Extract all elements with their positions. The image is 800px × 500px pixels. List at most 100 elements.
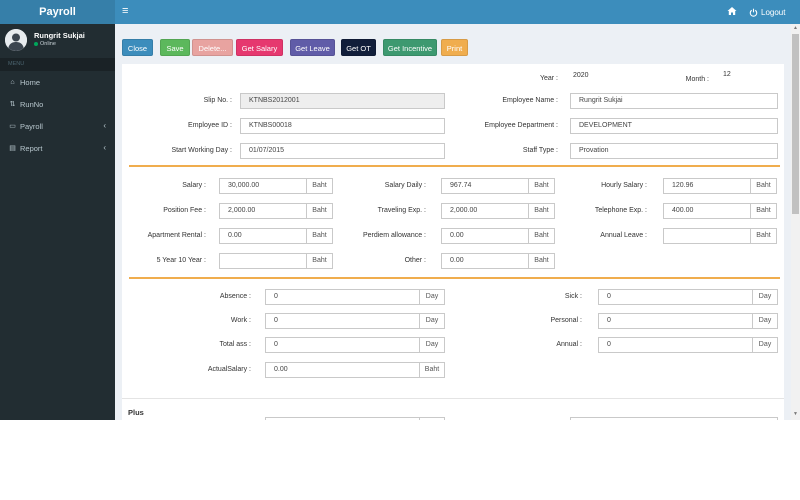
slip-no-field[interactable]: KTNBS2012001 [240,93,445,109]
baht-addon: Baht [306,228,333,244]
get-leave-button[interactable]: Get Leave [290,39,335,56]
annual-label: Annual : [556,341,582,348]
other-label: Other : [404,257,426,264]
sidebar-item-payroll[interactable]: ▭ Payroll ‹ [0,115,115,137]
employee-id-field[interactable]: KTNBS00018 [240,118,445,134]
salary-daily-field[interactable]: 967.74 [441,178,529,194]
absence-field[interactable]: 0 [265,289,420,305]
avatar-user-icon [5,29,27,51]
file-icon: ▤ [9,145,16,152]
day-addon: Day [752,289,778,305]
baht-addon: Baht [306,253,333,269]
year-value: 2020 [573,72,589,79]
brand-logo[interactable]: Payroll [0,0,115,24]
logout-link[interactable]: Logout [749,6,785,18]
scrollbar-thumb[interactable] [792,34,799,214]
baht-addon: Baht [419,362,445,378]
save-button[interactable]: Save [160,39,190,56]
get-ot-button[interactable]: Get OT [341,39,376,56]
sidebar-item-report[interactable]: ▤ Report ‹ [0,137,115,159]
day-addon: Day [419,337,445,353]
position-fee-field[interactable]: 2,000.00 [219,203,307,219]
five-year-ten-year-label: 5 Year 10 Year : [156,257,206,264]
employee-department-label: Employee Department : [484,122,558,129]
chevron-left-icon: ‹ [103,143,106,152]
perdiem-allowance-field[interactable]: 0.00 [441,228,529,244]
get-incentive-button[interactable]: Get Incentive [383,39,437,56]
sidebar-item-runno[interactable]: ⇅ RunNo [0,93,115,115]
scroll-up-icon[interactable]: ▲ [793,25,798,31]
top-navbar: ≡ Logout [115,0,800,24]
home-icon[interactable] [727,6,737,16]
baht-addon: Baht [528,178,555,194]
sidebar-item-home[interactable]: ⌂ Home [0,71,115,93]
employee-name-label: Employee Name : [502,97,558,104]
scroll-down-icon[interactable]: ▼ [793,411,798,417]
baht-addon: Baht [528,228,555,244]
menu-header: MENU [0,58,115,71]
employee-department-field[interactable]: DEVELOPMENT [570,118,778,134]
absence-label: Absence : [219,293,251,300]
sidebar-item-label: Report [20,143,43,153]
total-ass-label: Total ass : [219,341,251,348]
user-name: Rungrit Sukjai [34,31,85,40]
section-divider [129,165,780,167]
plus-addon-left [419,417,445,420]
telephone-exp-label: Telephone Exp. : [594,207,647,214]
delete-button[interactable]: Delete... [192,39,233,56]
salary-label: Salary : [182,182,206,189]
apartment-rental-field[interactable]: 0.00 [219,228,307,244]
baht-addon: Baht [750,178,777,194]
telephone-exp-field[interactable]: 400.00 [663,203,751,219]
annual-leave-field[interactable] [663,228,751,244]
day-addon: Day [419,289,445,305]
plus-field-left[interactable] [265,417,420,420]
personal-field[interactable]: 0 [598,313,753,329]
plus-field-right[interactable] [570,417,778,420]
online-status-icon [34,42,38,46]
employee-id-label: Employee ID : [188,122,232,129]
start-working-day-field[interactable]: 01/07/2015 [240,143,445,159]
five-year-ten-year-field[interactable] [219,253,307,269]
baht-addon: Baht [306,203,333,219]
app-window: Payroll ≡ Logout Rungrit Sukjai [0,0,800,420]
other-field[interactable]: 0.00 [441,253,529,269]
hourly-salary-field[interactable]: 120.96 [663,178,751,194]
home-icon: ⌂ [10,78,15,86]
hourly-salary-label: Hourly Salary : [601,182,647,189]
print-button[interactable]: Print [441,39,468,56]
vertical-scrollbar[interactable]: ▲ ▼ [791,24,800,420]
salary-daily-label: Salary Daily : [384,182,426,189]
year-label: Year : [539,75,558,82]
work-field[interactable]: 0 [265,313,420,329]
close-button[interactable]: Close [122,39,153,56]
money-icon: ▭ [9,123,16,130]
baht-addon: Baht [306,178,333,194]
user-panel: Rungrit Sukjai Online [0,24,115,58]
actual-salary-label: ActualSalary : [207,366,251,373]
get-salary-button[interactable]: Get Salary [236,39,283,56]
sidebar-item-label: RunNo [20,99,44,109]
day-addon: Day [752,313,778,329]
sidebar-item-label: Payroll [20,121,43,131]
traveling-exp-field[interactable]: 2,000.00 [441,203,529,219]
baht-addon: Baht [528,203,555,219]
hamburger-icon[interactable]: ≡ [122,5,129,17]
annual-leave-label: Annual Leave : [600,232,647,239]
sick-label: Sick : [564,293,582,300]
baht-addon: Baht [750,203,777,219]
power-icon [749,8,758,17]
actual-salary-field[interactable]: 0.00 [265,362,420,378]
user-status: Online [34,41,56,47]
staff-type-field[interactable]: Provation [570,143,778,159]
sidebar: Rungrit Sukjai Online MENU ⌂ Home ⇅ RunN… [0,24,115,420]
salary-field[interactable]: 30,000.00 [219,178,307,194]
sick-field[interactable]: 0 [598,289,753,305]
total-ass-field[interactable]: 0 [265,337,420,353]
employee-name-field[interactable]: Rungrit Sukjai [570,93,778,109]
main-content: Close Save Delete... Get Salary Get Leav… [115,24,791,420]
sort-icon: ⇅ [9,101,16,108]
day-addon: Day [752,337,778,353]
apartment-rental-label: Apartment Rental : [147,232,206,239]
annual-field[interactable]: 0 [598,337,753,353]
